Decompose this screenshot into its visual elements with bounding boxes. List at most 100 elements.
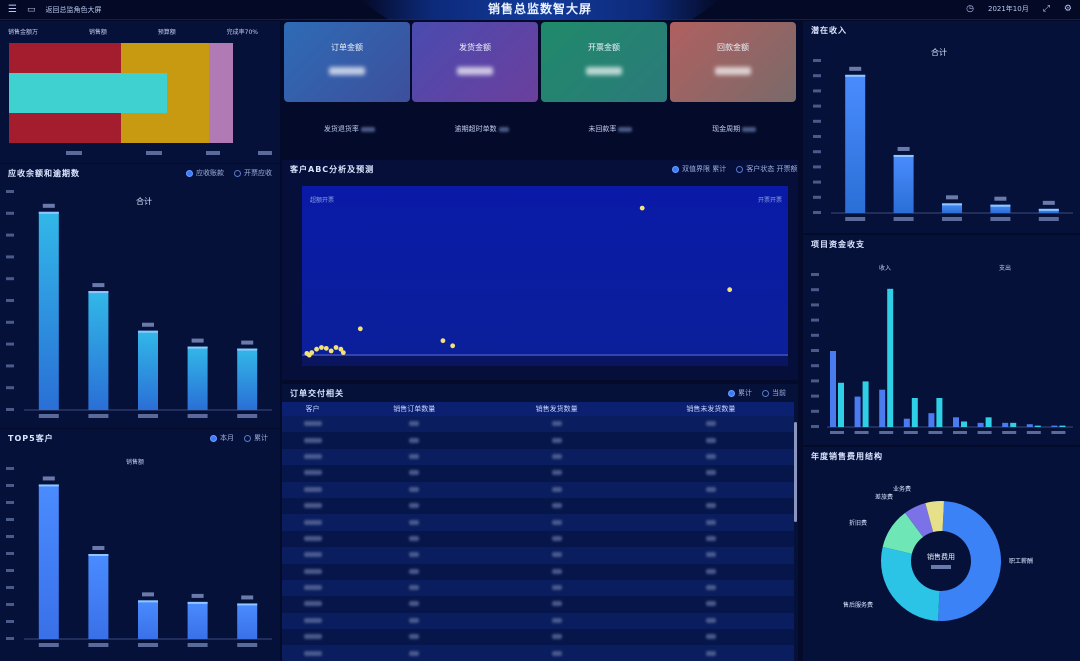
kpi-sub-return-rate: 发货退货率 bbox=[324, 124, 375, 134]
column-header-customer[interactable]: 客户 bbox=[282, 402, 344, 416]
legend-item-cumulative[interactable]: 累计 bbox=[244, 433, 268, 443]
table-row[interactable] bbox=[282, 416, 794, 433]
legend-item-invoice[interactable]: 开票应收 bbox=[234, 168, 272, 178]
table-row[interactable] bbox=[282, 497, 794, 515]
date-selector[interactable]: 2021年10月 bbox=[987, 5, 1029, 13]
bar bbox=[237, 603, 258, 639]
menu-icon[interactable]: ☰ bbox=[8, 4, 17, 15]
column-header-order-qty[interactable]: 销售订单数量 bbox=[343, 402, 486, 416]
table-cell bbox=[343, 563, 486, 580]
bar-cap bbox=[893, 154, 914, 157]
y-tick-label bbox=[6, 386, 14, 390]
y-tick-label bbox=[6, 190, 14, 193]
table-cell bbox=[485, 465, 628, 482]
y-tick-label bbox=[6, 603, 14, 606]
table-row[interactable] bbox=[282, 514, 794, 531]
table-cell bbox=[627, 481, 794, 498]
donut-slice bbox=[881, 546, 940, 621]
table-cell bbox=[343, 448, 486, 466]
slice-label: 职工薪酬 bbox=[1009, 557, 1033, 565]
data-label bbox=[191, 593, 204, 598]
y-tick-label bbox=[811, 333, 819, 337]
kpi-card-payment[interactable]: 回款金额 bbox=[670, 22, 796, 102]
potential-income-bar-chart bbox=[813, 59, 1073, 221]
legend-item-status[interactable]: 客户状态 开票额 bbox=[736, 164, 797, 174]
column-header-delivered-qty[interactable]: 销售发货数量 bbox=[485, 402, 628, 416]
y-tick-label bbox=[6, 467, 14, 470]
table-cell bbox=[282, 612, 344, 630]
bar bbox=[990, 204, 1011, 213]
project-funds-panel: 项目资金收支 收入 支出 bbox=[803, 235, 1080, 445]
table-cell bbox=[627, 465, 794, 482]
table-cell bbox=[627, 612, 794, 630]
x-tick-label bbox=[953, 431, 967, 434]
table-row[interactable] bbox=[282, 629, 794, 646]
scatter-point bbox=[727, 287, 733, 293]
settings-icon[interactable]: ⚙ bbox=[1063, 4, 1072, 14]
table-cell bbox=[343, 612, 486, 630]
legend-item-current[interactable]: 当前 bbox=[762, 388, 786, 398]
tick-label bbox=[258, 151, 272, 155]
scatter-plot-area bbox=[302, 186, 788, 356]
bar bbox=[1051, 425, 1058, 427]
table-cell bbox=[343, 481, 486, 498]
y-tick-label bbox=[811, 364, 819, 368]
table-cell bbox=[282, 596, 344, 613]
y-tick-label bbox=[811, 288, 819, 292]
slice-label: 业务费 bbox=[893, 485, 911, 493]
data-label bbox=[994, 196, 1007, 201]
bar bbox=[1026, 424, 1033, 427]
orders-legend: 累计 当前 bbox=[728, 388, 786, 398]
table-row[interactable] bbox=[282, 448, 794, 466]
y-tick-label bbox=[813, 150, 821, 154]
nav-back-link[interactable]: 返回总监角色大屏 bbox=[45, 5, 102, 14]
bar bbox=[887, 288, 894, 427]
y-tick-label bbox=[6, 535, 14, 538]
x-tick-label bbox=[1002, 431, 1017, 434]
fullscreen-icon[interactable]: ⤢ bbox=[1042, 4, 1050, 14]
orders-panel: 订单交付相关 累计 当前 客户 销售订单数量 销售发货数量 销售未发货数量 bbox=[282, 384, 798, 661]
x-tick-label bbox=[854, 431, 869, 434]
table-row[interactable] bbox=[282, 579, 794, 597]
table-scrollbar[interactable] bbox=[794, 422, 797, 522]
legend-item-cumulative[interactable]: 累计 bbox=[728, 388, 752, 398]
scatter-point bbox=[314, 346, 319, 352]
bar bbox=[903, 418, 910, 427]
bar-cap bbox=[38, 484, 59, 487]
kpi-label: 发货金额 bbox=[459, 43, 491, 52]
kpi-card-invoice[interactable]: 开票金额 bbox=[541, 22, 667, 102]
table-row[interactable] bbox=[282, 612, 794, 630]
kpi-card-order[interactable]: 订单金额 bbox=[284, 22, 410, 102]
data-label bbox=[1042, 200, 1055, 205]
label-completion: 完成率70% bbox=[226, 29, 258, 36]
bar bbox=[1002, 422, 1009, 427]
legend-item-month[interactable]: 本月 bbox=[210, 433, 234, 443]
bar bbox=[961, 421, 967, 427]
table-row[interactable] bbox=[282, 530, 794, 548]
y-tick-label bbox=[6, 364, 14, 368]
donut-center-label: 销售费用 bbox=[927, 552, 955, 561]
bar bbox=[942, 203, 962, 213]
table-row[interactable] bbox=[282, 481, 794, 498]
label-sales: 销售额 bbox=[88, 29, 107, 36]
table-cell bbox=[627, 563, 794, 580]
table-row[interactable] bbox=[282, 547, 794, 564]
label-budget: 预算额 bbox=[157, 29, 176, 36]
table-cell bbox=[627, 530, 794, 548]
slice-label: 售后服务费 bbox=[843, 601, 873, 609]
kpi-card-delivery[interactable]: 发货金额 bbox=[412, 22, 538, 102]
legend-item-threshold[interactable]: 双值界限 累计 bbox=[672, 164, 726, 174]
y-tick-label bbox=[6, 484, 14, 487]
table-row[interactable] bbox=[282, 645, 794, 661]
table-row[interactable] bbox=[282, 596, 794, 613]
table-cell bbox=[282, 579, 344, 597]
legend-item-receivable[interactable]: 应收账款 bbox=[186, 168, 224, 178]
table-row[interactable] bbox=[282, 563, 794, 580]
y-tick-label bbox=[6, 620, 14, 623]
table-cell bbox=[485, 514, 628, 531]
table-row[interactable] bbox=[282, 432, 794, 449]
table-cell bbox=[343, 432, 486, 449]
table-cell bbox=[627, 645, 794, 661]
column-header-undelivered-qty[interactable]: 销售未发货数量 bbox=[627, 402, 794, 416]
table-row[interactable] bbox=[282, 465, 794, 482]
